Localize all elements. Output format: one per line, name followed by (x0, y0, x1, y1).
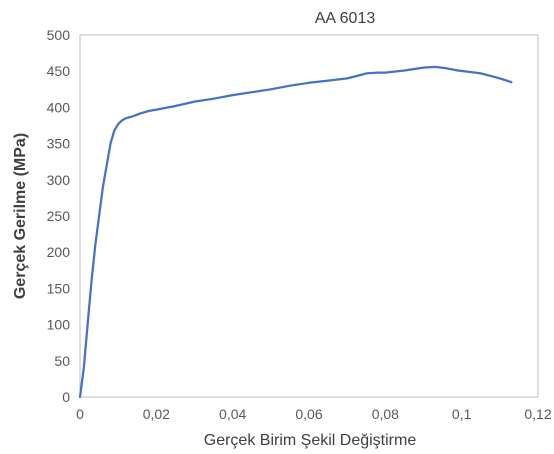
x-tick-label: 0,04 (219, 406, 246, 422)
y-tick-label: 400 (47, 99, 71, 115)
y-axis-title: Gerçek Gerilme (MPa) (12, 133, 29, 299)
y-tick-label: 450 (47, 63, 71, 79)
x-axis-tick-labels: 0 0,02 0,04 0,06 0,08 0,1 0,12 (76, 406, 552, 422)
y-tick-label: 150 (47, 280, 71, 296)
y-tick-label: 350 (47, 136, 71, 152)
plot-frame (79, 34, 539, 398)
x-tick-label: 0,12 (524, 406, 551, 422)
y-tick-label: 50 (54, 353, 70, 369)
y-tick-label: 100 (47, 317, 71, 333)
series-layer (78, 65, 513, 399)
y-axis-tick-labels: 0 50 100 150 200 250 300 350 400 450 500 (47, 27, 71, 405)
chart-title: AA 6013 (315, 10, 376, 27)
x-tick-label: 0,06 (295, 406, 322, 422)
series-line (78, 65, 513, 399)
x-tick-label: 0 (76, 406, 84, 422)
x-tick-label: 0,08 (372, 406, 399, 422)
y-tick-label: 250 (47, 208, 71, 224)
y-tick-label: 0 (62, 389, 70, 405)
x-axis-title: Gerçek Birim Şekil Değiştirme (204, 432, 417, 449)
y-tick-label: 200 (47, 244, 71, 260)
x-tick-label: 0,1 (452, 406, 472, 422)
x-tick-label: 0,02 (143, 406, 170, 422)
y-tick-label: 300 (47, 172, 71, 188)
y-tick-label: 500 (47, 27, 71, 43)
